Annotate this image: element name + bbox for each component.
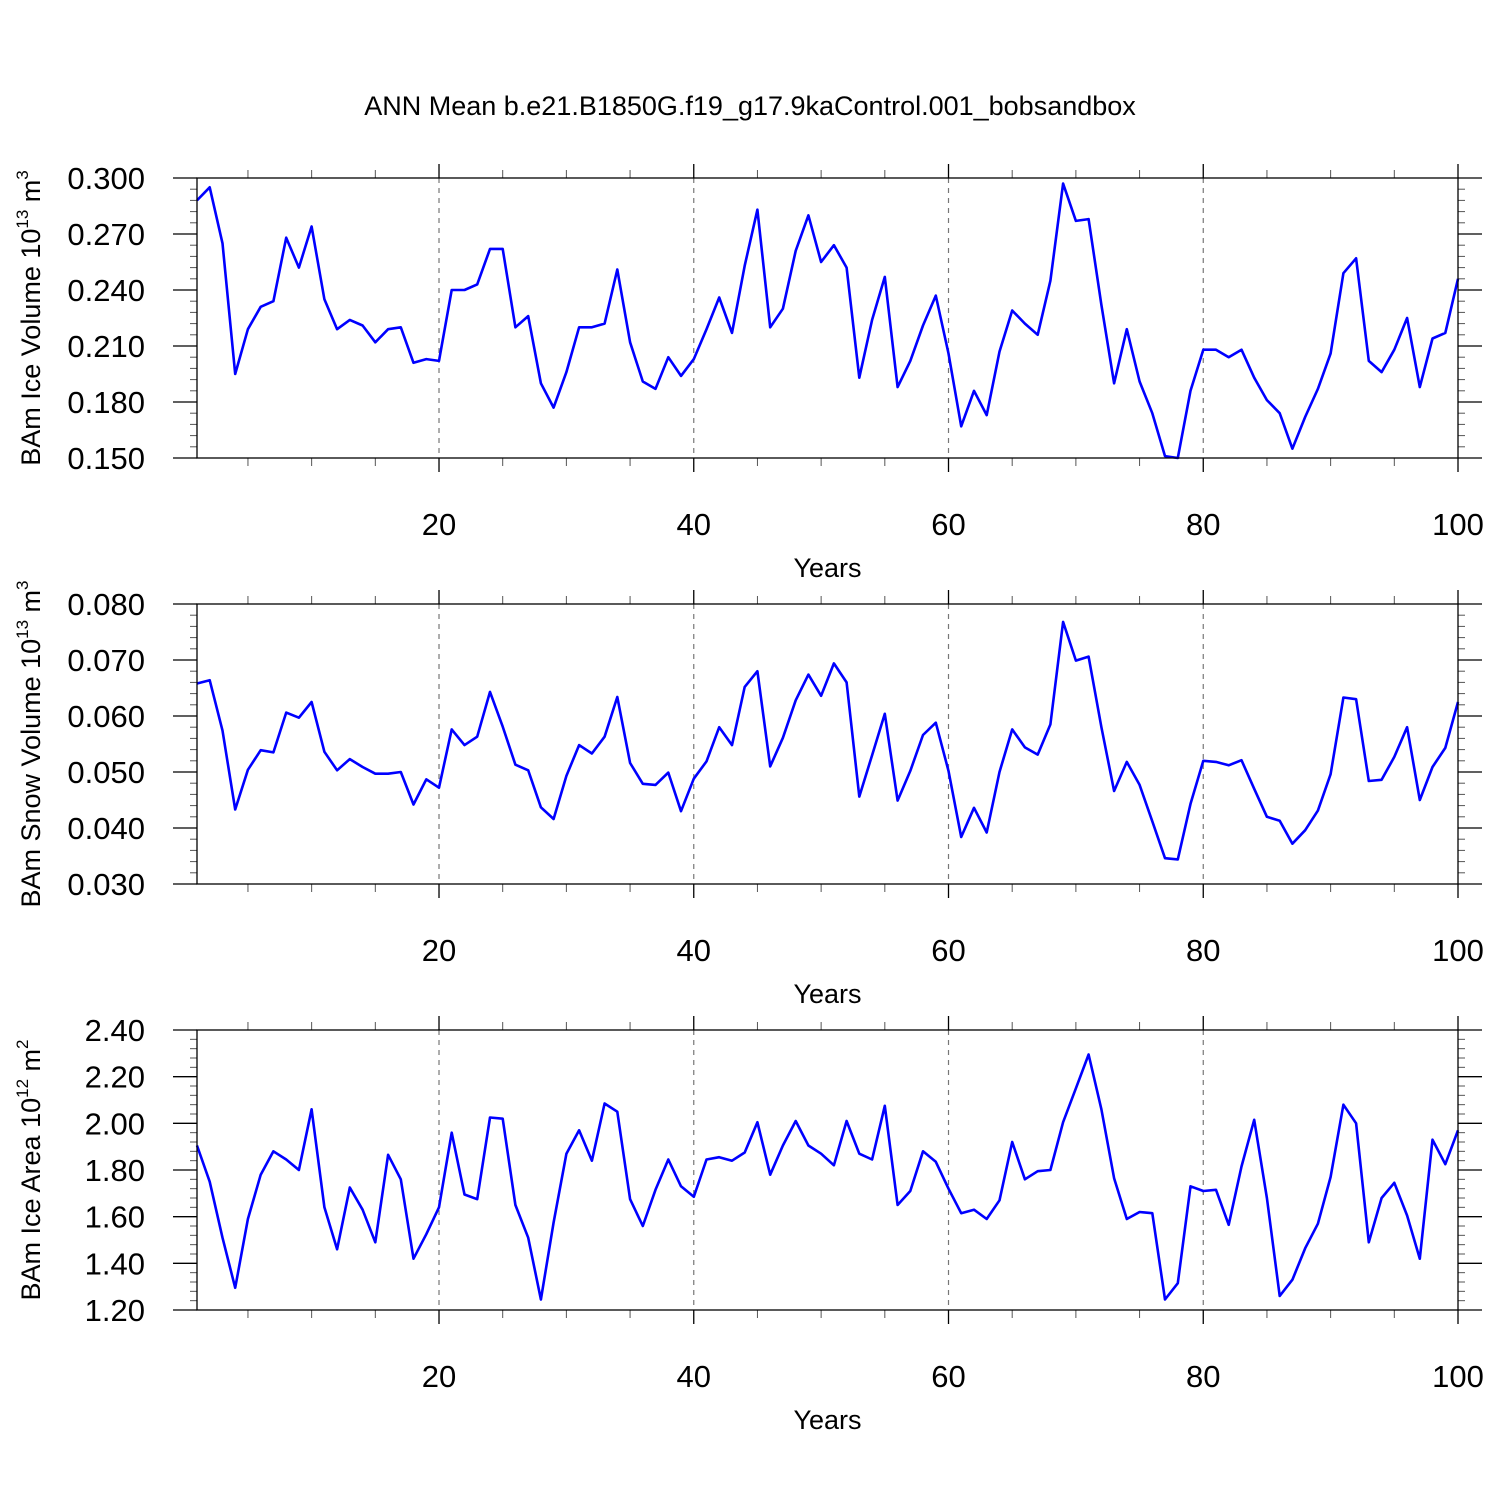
y-tick-label: 1.80 bbox=[85, 1153, 145, 1188]
x-tick-label: 20 bbox=[422, 1359, 456, 1394]
panel-1: 0.150 0.180 0.210 0.240 0.270 0.300 20 40 60 80 10… bbox=[13, 161, 1484, 583]
x-tick-label: 40 bbox=[677, 933, 711, 968]
series-line bbox=[196, 182, 1460, 460]
y-tick-label: 0.240 bbox=[67, 273, 145, 308]
x-axis-title: Years bbox=[793, 1405, 861, 1435]
panel-3: 1.20 1.40 1.60 1.80 2.00 2.20 2.40 20 40 60 80 100 Y… bbox=[13, 1013, 1484, 1435]
y-tick-label: 0.210 bbox=[67, 329, 145, 364]
y-tick-label: 0.270 bbox=[67, 217, 145, 252]
series-line bbox=[195, 1053, 1460, 1301]
y-tick-label: 0.060 bbox=[67, 699, 145, 734]
x-axis-title: Years bbox=[793, 979, 861, 1009]
x-tick-label: 80 bbox=[1186, 507, 1220, 542]
x-tick-label: 100 bbox=[1432, 933, 1484, 968]
plot-frame bbox=[196, 177, 1459, 459]
x-tick-label: 100 bbox=[1432, 1359, 1484, 1394]
y-tick-label: 0.180 bbox=[67, 385, 145, 420]
y-axis-title: BAm Snow Volume 1013 m3 bbox=[13, 580, 46, 907]
y-tick-label: 2.20 bbox=[85, 1060, 145, 1095]
plot-frame bbox=[196, 603, 1459, 885]
x-axis-title: Years bbox=[793, 553, 861, 583]
y-tick-label: 0.150 bbox=[67, 441, 145, 476]
y-tick-label: 2.40 bbox=[85, 1013, 145, 1048]
y-tick-label: 1.40 bbox=[85, 1246, 145, 1281]
x-tick-label: 60 bbox=[931, 1359, 965, 1394]
y-tick-label: 0.030 bbox=[67, 867, 145, 902]
chart-title: ANN Mean b.e21.B1850G.f19_g17.9kaControl… bbox=[364, 91, 1136, 121]
y-tick-label: 0.080 bbox=[67, 587, 145, 622]
x-tick-label: 60 bbox=[931, 933, 965, 968]
panel-2: 0.030 0.040 0.050 0.060 0.070 0.080 20 40 60 80 10… bbox=[13, 580, 1484, 1009]
plot-frame bbox=[196, 1029, 1459, 1311]
x-tick-label: 100 bbox=[1432, 507, 1484, 542]
x-tick-label: 80 bbox=[1186, 933, 1220, 968]
x-tick-label: 20 bbox=[422, 507, 456, 542]
y-tick-label: 1.20 bbox=[85, 1293, 145, 1328]
y-axis-title: BAm Ice Volume 1013 m3 bbox=[13, 170, 46, 466]
x-tick-label: 40 bbox=[677, 507, 711, 542]
y-tick-label: 0.070 bbox=[67, 643, 145, 678]
y-axis-title: BAm Ice Area 1012 m2 bbox=[13, 1040, 46, 1301]
y-tick-label: 0.050 bbox=[67, 755, 145, 790]
y-tick-label: 2.00 bbox=[85, 1106, 145, 1141]
x-tick-label: 80 bbox=[1186, 1359, 1220, 1394]
series-line bbox=[196, 620, 1460, 861]
x-tick-label: 40 bbox=[677, 1359, 711, 1394]
y-tick-label: 1.60 bbox=[85, 1200, 145, 1235]
x-tick-label: 60 bbox=[931, 507, 965, 542]
x-tick-label: 20 bbox=[422, 933, 456, 968]
y-tick-label: 0.040 bbox=[67, 811, 145, 846]
y-tick-label: 0.300 bbox=[67, 161, 145, 196]
